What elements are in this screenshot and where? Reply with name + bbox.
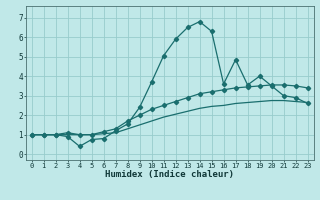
X-axis label: Humidex (Indice chaleur): Humidex (Indice chaleur) — [105, 170, 234, 179]
